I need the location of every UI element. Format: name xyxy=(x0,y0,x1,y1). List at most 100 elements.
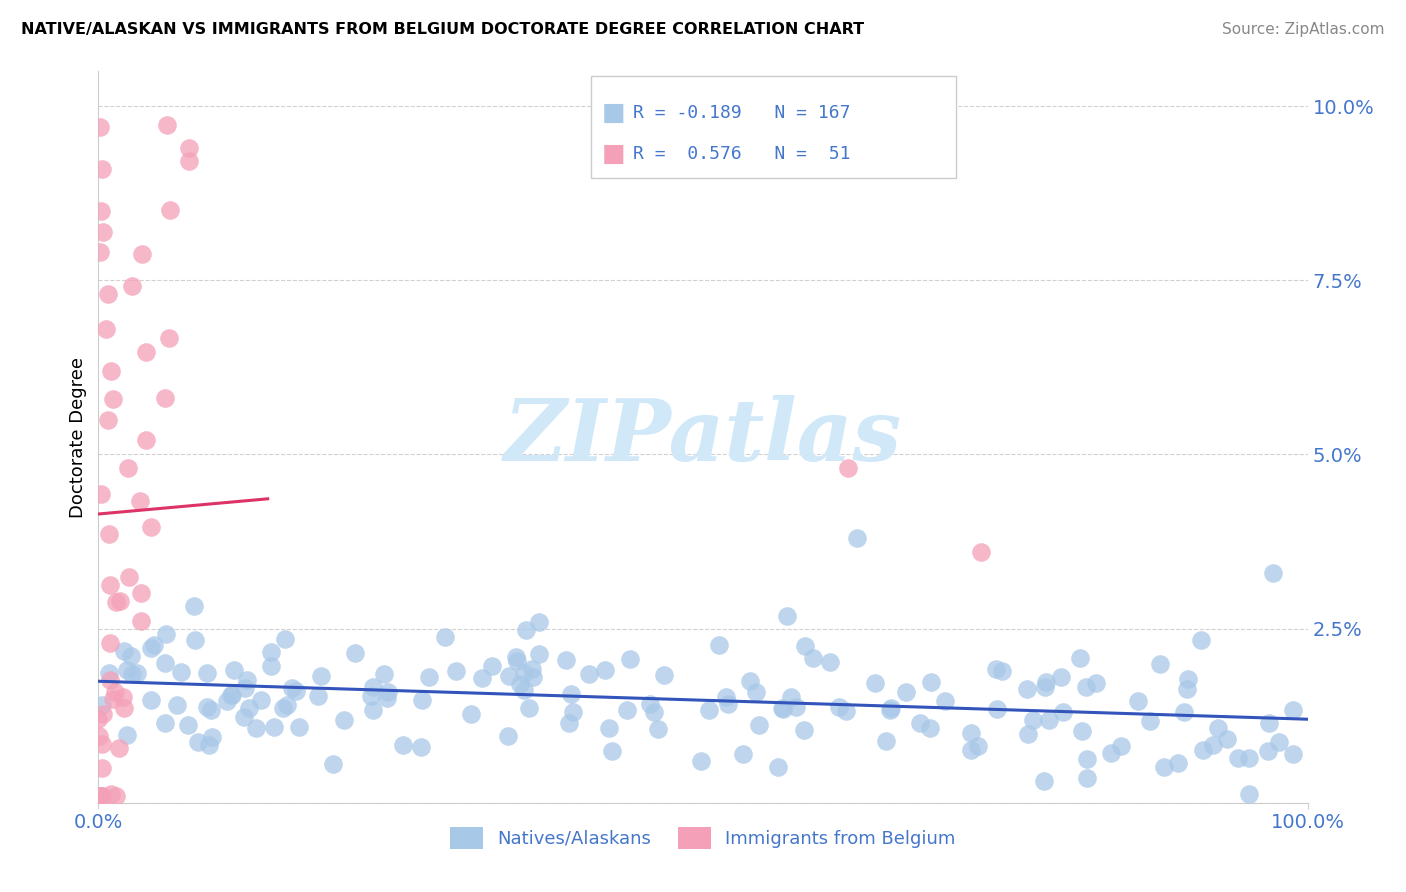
Point xyxy=(90,789,112,803)
Point xyxy=(1216,732,1239,747)
Point xyxy=(1049,670,1071,684)
Point xyxy=(522,670,544,684)
Point xyxy=(527,615,550,630)
Point xyxy=(793,640,815,654)
Point xyxy=(98,636,121,650)
Point xyxy=(619,652,641,666)
Point xyxy=(117,461,139,475)
Point xyxy=(1052,705,1074,719)
Point xyxy=(91,698,114,712)
Point xyxy=(201,730,224,744)
Point xyxy=(409,739,432,754)
Point xyxy=(934,694,956,708)
Point xyxy=(90,203,112,218)
Point xyxy=(360,689,382,703)
Point xyxy=(1281,747,1303,761)
Point xyxy=(697,703,720,717)
Point xyxy=(986,662,1008,676)
Point xyxy=(309,669,332,683)
Text: ZIPatlas: ZIPatlas xyxy=(503,395,903,479)
Point xyxy=(281,681,304,695)
Point xyxy=(121,278,143,293)
Point xyxy=(616,703,638,717)
Point xyxy=(768,760,790,774)
Point xyxy=(129,614,152,628)
Point xyxy=(515,623,537,637)
Point xyxy=(90,761,112,775)
Point xyxy=(97,287,120,301)
Point xyxy=(198,738,221,752)
Point xyxy=(1206,722,1229,736)
Point xyxy=(460,706,482,721)
Point xyxy=(141,693,163,707)
Point xyxy=(1033,773,1056,788)
Point xyxy=(967,739,990,754)
Point xyxy=(505,650,527,665)
Point xyxy=(197,665,219,680)
Point xyxy=(1227,750,1250,764)
Point xyxy=(481,659,503,673)
Point xyxy=(1258,716,1281,731)
Point xyxy=(1076,680,1098,694)
Point xyxy=(177,153,200,168)
Point xyxy=(1177,672,1199,686)
Point xyxy=(155,656,177,670)
Legend: Natives/Alaskans, Immigrants from Belgium: Natives/Alaskans, Immigrants from Belgiu… xyxy=(443,820,963,856)
Point xyxy=(271,701,294,715)
Point xyxy=(135,433,157,447)
Text: R = -0.189   N = 167: R = -0.189 N = 167 xyxy=(633,104,851,122)
Point xyxy=(179,141,201,155)
Point xyxy=(101,392,124,406)
Point xyxy=(690,754,713,768)
Point xyxy=(90,789,112,803)
Text: ■: ■ xyxy=(602,101,626,125)
Point xyxy=(643,705,665,719)
Point xyxy=(770,701,793,715)
Point xyxy=(820,655,842,669)
Point xyxy=(1015,682,1038,697)
Point xyxy=(1282,703,1305,717)
Point xyxy=(557,715,579,730)
Point xyxy=(513,683,536,698)
Point xyxy=(513,665,536,680)
Point xyxy=(183,599,205,613)
Point xyxy=(875,734,897,748)
Point xyxy=(1153,759,1175,773)
Point xyxy=(105,595,128,609)
Point xyxy=(647,722,669,736)
Point xyxy=(135,344,157,359)
Point xyxy=(828,699,851,714)
Point xyxy=(91,225,114,239)
Point xyxy=(555,653,578,667)
Text: ■: ■ xyxy=(602,142,626,166)
Text: R =  0.576   N =  51: R = 0.576 N = 51 xyxy=(633,145,851,163)
Point xyxy=(785,700,807,714)
Point xyxy=(322,757,344,772)
Point xyxy=(125,666,148,681)
Point xyxy=(1149,657,1171,671)
Point xyxy=(970,545,993,559)
Point xyxy=(748,718,770,732)
Point xyxy=(845,531,868,545)
Point xyxy=(578,666,600,681)
Point xyxy=(517,700,540,714)
Point xyxy=(260,659,283,673)
Point xyxy=(506,654,529,668)
Point xyxy=(260,645,283,659)
Point xyxy=(285,684,308,698)
Point xyxy=(1237,787,1260,801)
Point xyxy=(1017,727,1039,741)
Point xyxy=(97,412,120,426)
Point xyxy=(1139,714,1161,728)
Point xyxy=(89,789,111,803)
Point xyxy=(471,671,494,685)
Point xyxy=(249,693,271,707)
Point xyxy=(1261,566,1284,580)
Point xyxy=(361,680,384,694)
Point xyxy=(1175,681,1198,696)
Point xyxy=(91,706,114,721)
Point xyxy=(717,698,740,712)
Point xyxy=(219,688,242,702)
Point xyxy=(166,698,188,712)
Point xyxy=(392,738,415,752)
